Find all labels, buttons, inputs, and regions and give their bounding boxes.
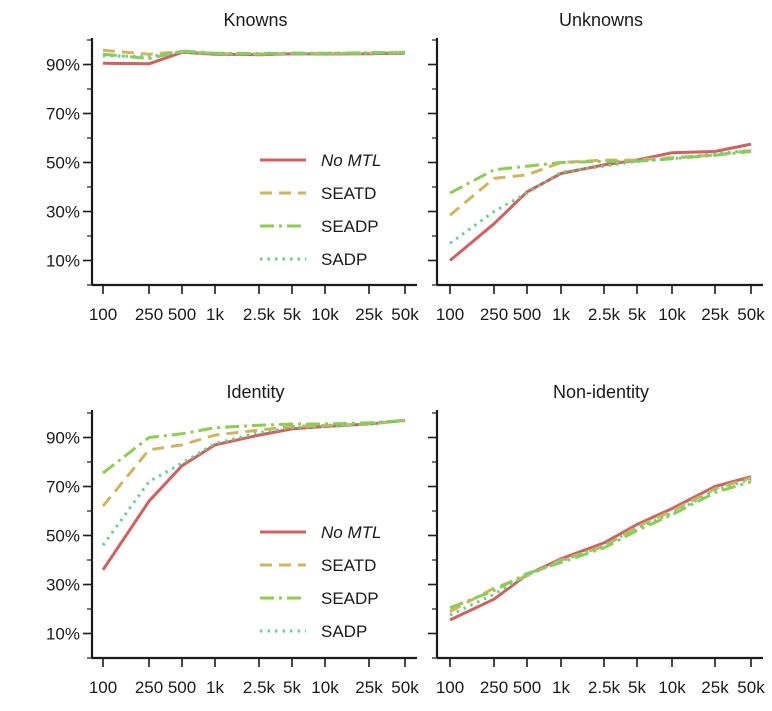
legend-label-no-mtl: No MTL (321, 151, 381, 170)
x-tick-label: 5k (283, 305, 301, 324)
y-tick-label: 70% (46, 478, 80, 497)
x-tick-label: 100 (436, 678, 464, 697)
series-line-seadp (102, 49, 406, 61)
x-tick-label: 25k (355, 678, 383, 697)
y-tick-label: 70% (46, 105, 80, 124)
legend-label-sadp: SADP (321, 250, 367, 269)
legend: No MTL SEATD SEADP SADP (260, 151, 381, 269)
x-tick-label: 5k (283, 678, 301, 697)
legend-label-sadp: SADP (321, 622, 367, 641)
panel-title: Knowns (223, 10, 287, 30)
y-tick-label: 50% (46, 154, 80, 173)
y-tick-label: 30% (46, 203, 80, 222)
series-line-no-mtl (101, 418, 406, 571)
x-tick-label: 100 (89, 305, 117, 324)
y-tick-label: 10% (46, 252, 80, 271)
series-line-seadp (449, 480, 752, 610)
panel-non-identity: Non-identity 100 250 500 1k 2.5k 5k 10k 25k 50k (428, 382, 765, 697)
x-tick-label: 500 (168, 305, 196, 324)
x-tick-label: 50k (737, 305, 765, 324)
series-line-seatd (101, 418, 406, 508)
x-tick-label: 250 (135, 678, 163, 697)
legend-label-seatd: SEATD (321, 184, 376, 203)
x-tick-label: 10k (658, 678, 686, 697)
y-tick-label: 90% (46, 429, 80, 448)
series-line-no-mtl (449, 475, 752, 622)
x-tick-label: 10k (311, 678, 339, 697)
x-tick-label: 2.5k (588, 305, 621, 324)
x-tick-label: 500 (513, 305, 541, 324)
series-line-seatd (449, 148, 752, 217)
x-tick-label: 25k (701, 305, 729, 324)
x-tick-label: 2.5k (588, 678, 621, 697)
legend: No MTL SEATD SEADP SADP (260, 523, 381, 641)
x-tick-label: 5k (628, 305, 646, 324)
x-tick-label: 250 (135, 305, 163, 324)
x-tick-label: 10k (311, 305, 339, 324)
x-tick-label: 1k (206, 305, 224, 324)
panel-title: Non-identity (553, 382, 649, 402)
x-tick-label: 25k (701, 678, 729, 697)
legend-label-no-mtl: No MTL (321, 523, 381, 542)
x-tick-label: 50k (391, 305, 419, 324)
series-line-seadp (102, 418, 406, 475)
y-tick-label: 10% (46, 625, 80, 644)
x-tick-label: 2.5k (243, 678, 276, 697)
x-tick-label: 25k (355, 305, 383, 324)
panel-title: Identity (226, 382, 284, 402)
legend-label-seadp: SEADP (321, 589, 379, 608)
panel-title: Unknowns (559, 10, 643, 30)
panel-unknowns: Unknowns 100 250 500 1k 2.5k 5k 10k 25k 50k (428, 10, 765, 324)
legend-label-seadp: SEADP (321, 217, 379, 236)
x-tick-label: 100 (436, 305, 464, 324)
series-line-sadp (101, 418, 406, 547)
y-tick-label: 50% (46, 527, 80, 546)
legend-label-seatd: SEATD (321, 556, 376, 575)
x-tick-label: 250 (480, 678, 508, 697)
series-line-seadp (449, 150, 752, 195)
x-tick-label: 50k (737, 678, 765, 697)
panel-identity: Identity 10% 30% 50% 70% 90% 100 250 500 1k 2.5k 5k… (46, 382, 419, 697)
x-tick-label: 1k (552, 305, 570, 324)
series-line-sadp (449, 477, 752, 617)
series-line-no-mtl (449, 142, 752, 262)
x-tick-label: 500 (168, 678, 196, 697)
x-tick-label: 10k (658, 305, 686, 324)
x-tick-label: 50k (391, 678, 419, 697)
y-tick-label: 90% (46, 56, 80, 75)
x-tick-label: 250 (480, 305, 508, 324)
x-tick-label: 1k (552, 678, 570, 697)
x-tick-label: 5k (628, 678, 646, 697)
x-tick-label: 1k (206, 678, 224, 697)
x-tick-label: 500 (513, 678, 541, 697)
panel-knowns: Knowns 10% 30% 50% 70% 90% 100 250 500 1k 2.5k 5k 10… (46, 10, 419, 324)
y-tick-label: 30% (46, 576, 80, 595)
x-tick-label: 2.5k (243, 305, 276, 324)
x-tick-label: 100 (89, 678, 117, 697)
